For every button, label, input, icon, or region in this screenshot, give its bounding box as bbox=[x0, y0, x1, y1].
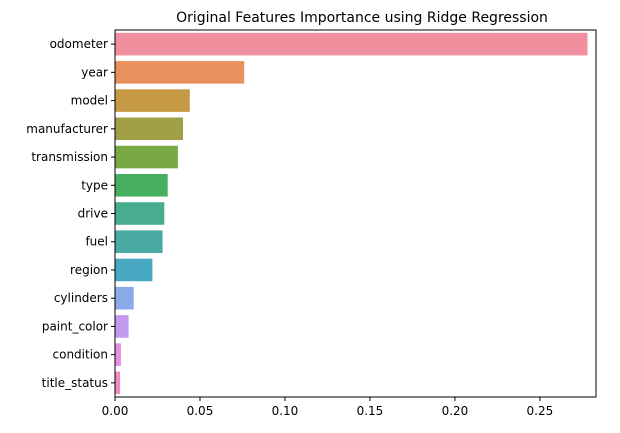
x-tick-label: 0.20 bbox=[442, 404, 469, 418]
bar-drive bbox=[115, 202, 165, 225]
bars-group bbox=[115, 32, 588, 395]
y-tick-label-odometer: odometer bbox=[50, 37, 108, 51]
bar-odometer bbox=[115, 32, 588, 56]
y-tick-label-transmission: transmission bbox=[31, 150, 108, 164]
bar-paint-color bbox=[115, 315, 129, 338]
x-tick-label: 0.00 bbox=[102, 404, 129, 418]
bar-manufacturer bbox=[115, 117, 183, 141]
y-tick-label-condition: condition bbox=[53, 348, 108, 362]
bar-cylinders bbox=[115, 286, 134, 310]
bar-condition bbox=[115, 343, 121, 366]
plot-frame bbox=[114, 29, 597, 398]
y-tick-label-region: region bbox=[70, 263, 108, 277]
y-tick-label-drive: drive bbox=[78, 207, 108, 221]
y-tick-label-paint-color: paint_color bbox=[42, 319, 108, 333]
bar-type bbox=[115, 173, 168, 197]
y-tick-label-cylinders: cylinders bbox=[54, 291, 108, 305]
bar-fuel bbox=[115, 230, 163, 254]
y-tick-label-type: type bbox=[81, 178, 108, 192]
bar-title-status bbox=[115, 371, 121, 395]
y-tick-labels: odometer year model manufacturer transmissio… bbox=[26, 37, 115, 390]
x-tick-label: 0.10 bbox=[272, 404, 299, 418]
bar-year bbox=[115, 61, 245, 84]
x-tick-label: 0.15 bbox=[357, 404, 384, 418]
bar-model bbox=[115, 89, 190, 112]
y-tick-label-year: year bbox=[81, 65, 108, 79]
bar-region bbox=[115, 258, 153, 282]
x-tick-label: 0.05 bbox=[187, 404, 214, 418]
y-tick-label-fuel: fuel bbox=[85, 235, 108, 249]
y-tick-label-manufacturer: manufacturer bbox=[26, 122, 108, 136]
x-tick-label: 0.25 bbox=[527, 404, 554, 418]
y-tick-label-model: model bbox=[71, 94, 108, 108]
x-ticks: 0.00 0.05 0.10 0.15 0.20 0.25 bbox=[102, 397, 554, 418]
chart-title: Original Features Importance using Ridge… bbox=[176, 10, 548, 26]
y-tick-label-title-status: title_status bbox=[42, 376, 108, 390]
bar-transmission bbox=[115, 145, 178, 169]
